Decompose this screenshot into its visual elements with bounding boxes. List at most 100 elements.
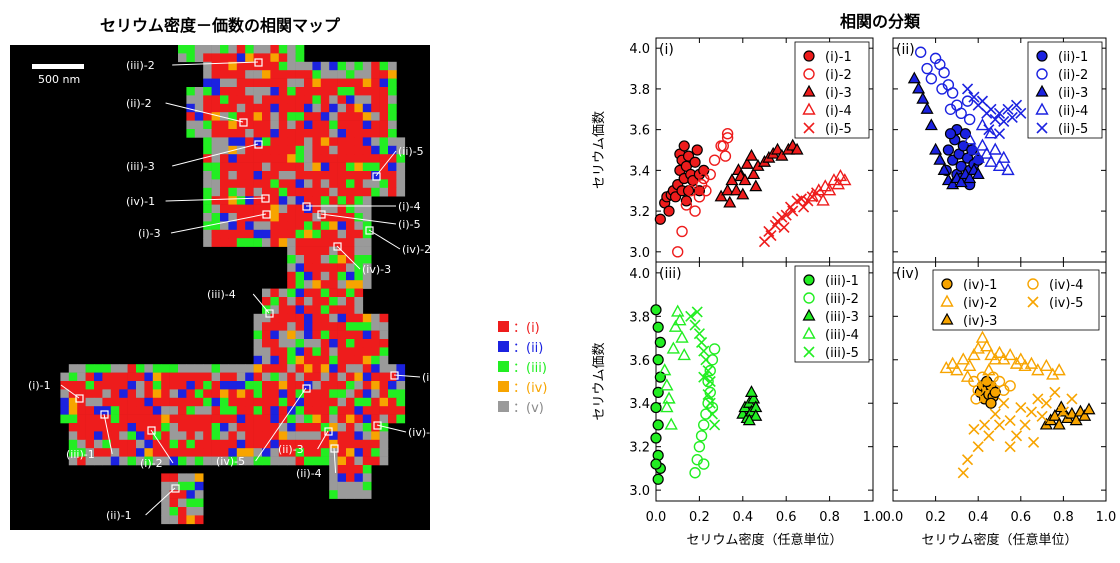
map-pixel xyxy=(270,162,280,172)
map-pixel xyxy=(178,515,187,525)
map-pixel xyxy=(320,145,330,155)
data-point xyxy=(985,103,997,115)
map-pixel xyxy=(371,339,380,348)
map-pixel xyxy=(144,372,154,382)
map-pixel xyxy=(287,187,296,197)
data-point xyxy=(989,386,1001,398)
map-pixel xyxy=(236,70,246,79)
map-pixel xyxy=(236,397,246,407)
map-pixel xyxy=(337,154,347,163)
map-pixel xyxy=(262,288,271,298)
map-pixel xyxy=(362,313,372,323)
map-pixel xyxy=(295,95,305,105)
point-label: (iii)-2 xyxy=(126,59,155,72)
map-pixel xyxy=(245,162,254,172)
map-pixel xyxy=(220,145,229,155)
map-pixel xyxy=(119,364,128,373)
map-pixel xyxy=(312,179,322,189)
data-point xyxy=(700,185,712,197)
map-pixel xyxy=(346,145,355,155)
map-pixel xyxy=(102,456,112,466)
map-pixel xyxy=(152,406,162,415)
map-pixel xyxy=(329,61,338,71)
map-pixel xyxy=(320,389,330,399)
map-pixel xyxy=(304,263,313,273)
map-pixel xyxy=(304,330,313,340)
map-pixel xyxy=(211,423,221,432)
map-pixel xyxy=(245,45,254,54)
map-pixel xyxy=(203,397,212,407)
map-pixel xyxy=(270,389,280,399)
data-point xyxy=(747,391,761,404)
map-pixel xyxy=(102,414,112,424)
map-pixel xyxy=(278,288,288,298)
data-point xyxy=(778,221,790,233)
map-pixel xyxy=(194,87,204,96)
map-pixel xyxy=(245,61,254,71)
map-pixel xyxy=(245,448,254,457)
map-pixel xyxy=(304,431,313,441)
data-point xyxy=(989,408,1001,420)
map-pixel xyxy=(295,187,305,197)
y-tick-label: 4.0 xyxy=(629,42,650,57)
data-point xyxy=(678,140,690,152)
data-point xyxy=(1052,363,1066,376)
map-pixel xyxy=(295,112,305,121)
map-pixel xyxy=(379,381,389,390)
map-pixel xyxy=(354,255,364,264)
chart-legend-item: (i)-2 xyxy=(803,68,852,83)
map-pixel xyxy=(287,414,296,424)
point-label: (iii)-1 xyxy=(66,448,95,461)
map-pixel xyxy=(85,372,95,382)
map-pixel xyxy=(253,187,263,197)
map-pixel xyxy=(245,414,254,424)
data-point xyxy=(729,183,743,196)
x-tick-label: 0.6 xyxy=(1010,510,1031,525)
data-point xyxy=(944,128,957,140)
map-pixel xyxy=(312,364,322,373)
map-pixel xyxy=(186,406,196,415)
map-pixels xyxy=(60,45,406,525)
map-pixel xyxy=(270,355,280,365)
map-pixel xyxy=(178,481,187,491)
map-pixel xyxy=(220,87,229,96)
map-pixel xyxy=(186,397,196,407)
map-pixel xyxy=(362,154,372,163)
y-tick-label: 3.0 xyxy=(629,246,650,261)
data-point xyxy=(1035,102,1049,115)
map-pixel xyxy=(371,322,380,331)
series-(i)-2 xyxy=(672,128,734,258)
map-pixel xyxy=(194,95,204,105)
map-pixel xyxy=(396,154,406,163)
data-point xyxy=(997,150,1011,163)
map-pixel xyxy=(144,448,154,457)
map-pixel xyxy=(194,120,204,130)
map-pixel xyxy=(362,187,372,197)
map-pixel xyxy=(253,439,263,449)
data-point xyxy=(1054,400,1068,413)
map-pixel xyxy=(161,414,170,424)
data-point xyxy=(963,171,977,184)
map-pixel xyxy=(346,389,355,399)
map-pixel xyxy=(169,490,179,499)
map-pixel xyxy=(278,187,288,197)
map-pixel xyxy=(253,448,263,457)
map-pixel xyxy=(169,406,179,415)
chart-legend-label: (ii)-2 xyxy=(1058,68,1088,83)
map-pixel xyxy=(354,162,364,172)
data-point xyxy=(967,347,981,361)
map-pixel xyxy=(346,171,355,180)
map-pixel xyxy=(346,473,355,483)
map-pixel xyxy=(102,439,112,449)
map-pixel xyxy=(278,364,288,373)
map-pixel xyxy=(236,389,246,399)
map-pixel xyxy=(295,389,305,399)
map-pixel xyxy=(362,255,372,264)
map-pixel xyxy=(203,162,212,172)
map-pixel xyxy=(194,448,204,457)
map-pixel xyxy=(295,238,305,247)
map-pixel xyxy=(329,305,338,315)
map-pixel xyxy=(262,154,271,163)
map-pixel xyxy=(320,372,330,382)
map-pixel xyxy=(278,120,288,130)
